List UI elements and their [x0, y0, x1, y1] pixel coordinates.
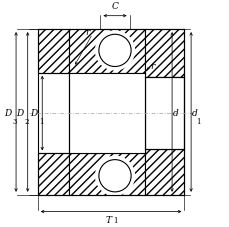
- Text: C: C: [111, 2, 118, 11]
- Text: 3: 3: [13, 118, 17, 126]
- Text: 1: 1: [39, 118, 44, 126]
- Text: 2: 2: [25, 118, 29, 126]
- Bar: [144, 29, 184, 77]
- Text: D: D: [4, 109, 11, 118]
- Text: d: d: [191, 109, 197, 118]
- Text: 1: 1: [112, 217, 117, 225]
- Bar: [144, 149, 184, 195]
- Bar: [38, 153, 69, 195]
- Bar: [144, 77, 184, 149]
- Text: T: T: [105, 216, 111, 225]
- Bar: [69, 29, 144, 73]
- Text: r: r: [85, 27, 89, 37]
- Bar: [69, 73, 144, 153]
- Text: d: d: [172, 109, 178, 118]
- Text: D: D: [16, 109, 23, 118]
- Circle shape: [94, 155, 135, 196]
- Text: r: r: [150, 62, 154, 71]
- Text: 1: 1: [195, 118, 200, 126]
- Circle shape: [98, 160, 131, 192]
- Circle shape: [98, 34, 131, 67]
- Circle shape: [94, 30, 135, 71]
- Bar: [38, 29, 69, 73]
- Bar: [69, 153, 144, 195]
- Text: D: D: [30, 109, 38, 118]
